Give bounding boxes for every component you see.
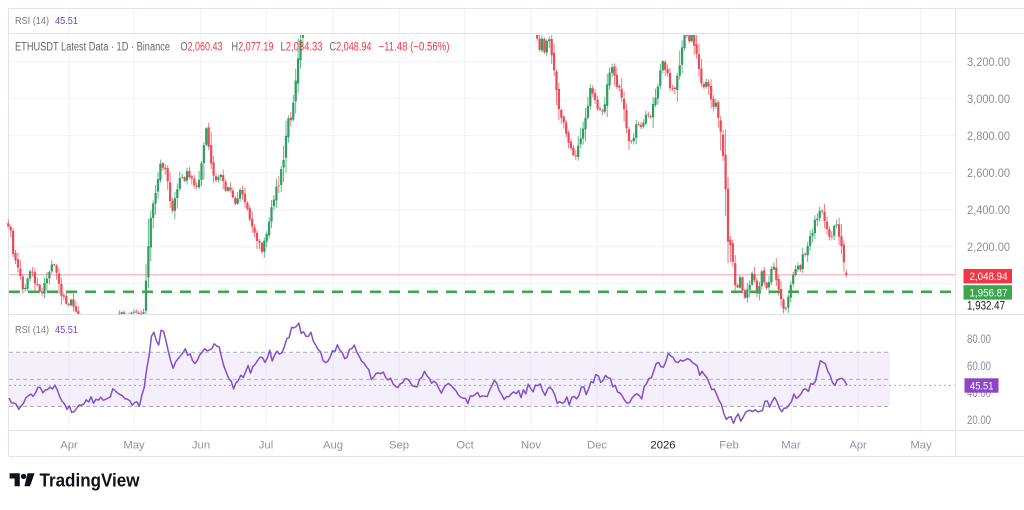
- svg-text:1,932.47: 1,932.47: [967, 301, 1005, 313]
- svg-text:May: May: [910, 439, 932, 451]
- svg-text:Apr: Apr: [60, 439, 78, 451]
- svg-text:Jun: Jun: [192, 439, 210, 451]
- svg-text:Apr: Apr: [849, 439, 867, 451]
- svg-text:Aug: Aug: [323, 439, 343, 451]
- svg-text:2,800.00: 2,800.00: [967, 131, 1010, 143]
- svg-text:RSI (14): RSI (14): [15, 15, 49, 27]
- svg-text:H2,077.19: H2,077.19: [232, 42, 274, 54]
- svg-text:60.00: 60.00: [967, 361, 991, 373]
- svg-text:Feb: Feb: [719, 439, 738, 451]
- svg-text:O2,060.43: O2,060.43: [181, 42, 223, 54]
- svg-text:3,200.00: 3,200.00: [967, 57, 1010, 69]
- svg-text:May: May: [123, 439, 145, 451]
- svg-text:45.51: 45.51: [970, 381, 994, 393]
- svg-text:2,200.00: 2,200.00: [967, 242, 1010, 254]
- svg-text:3,000.00: 3,000.00: [967, 94, 1010, 106]
- svg-text:TradingView: TradingView: [40, 470, 141, 491]
- svg-text:ETHUSDT Latest Data · 1D · Bin: ETHUSDT Latest Data · 1D · Binance: [15, 42, 170, 54]
- svg-text:Dec: Dec: [587, 439, 607, 451]
- svg-text:2,600.00: 2,600.00: [967, 168, 1010, 180]
- svg-text:Oct: Oct: [456, 439, 474, 451]
- svg-text:2,048.94: 2,048.94: [970, 271, 1008, 283]
- svg-text:45.51: 45.51: [55, 15, 78, 27]
- svg-text:−11.48 (−0.56%): −11.48 (−0.56%): [379, 42, 450, 54]
- svg-text:Jul: Jul: [259, 439, 273, 451]
- svg-text:2026: 2026: [650, 439, 675, 451]
- svg-text:C2,048.94: C2,048.94: [330, 42, 372, 54]
- svg-text:45.51: 45.51: [55, 324, 78, 336]
- svg-text:RSI (14): RSI (14): [15, 324, 49, 336]
- svg-text:1,956.87: 1,956.87: [970, 287, 1008, 299]
- svg-text:80.00: 80.00: [967, 334, 991, 346]
- svg-text:Nov: Nov: [521, 439, 541, 451]
- svg-text:Mar: Mar: [781, 439, 801, 451]
- svg-text:2,400.00: 2,400.00: [967, 205, 1010, 217]
- svg-text:Sep: Sep: [389, 439, 409, 451]
- svg-text:20.00: 20.00: [967, 415, 991, 427]
- svg-text:L2,034.33: L2,034.33: [281, 42, 323, 54]
